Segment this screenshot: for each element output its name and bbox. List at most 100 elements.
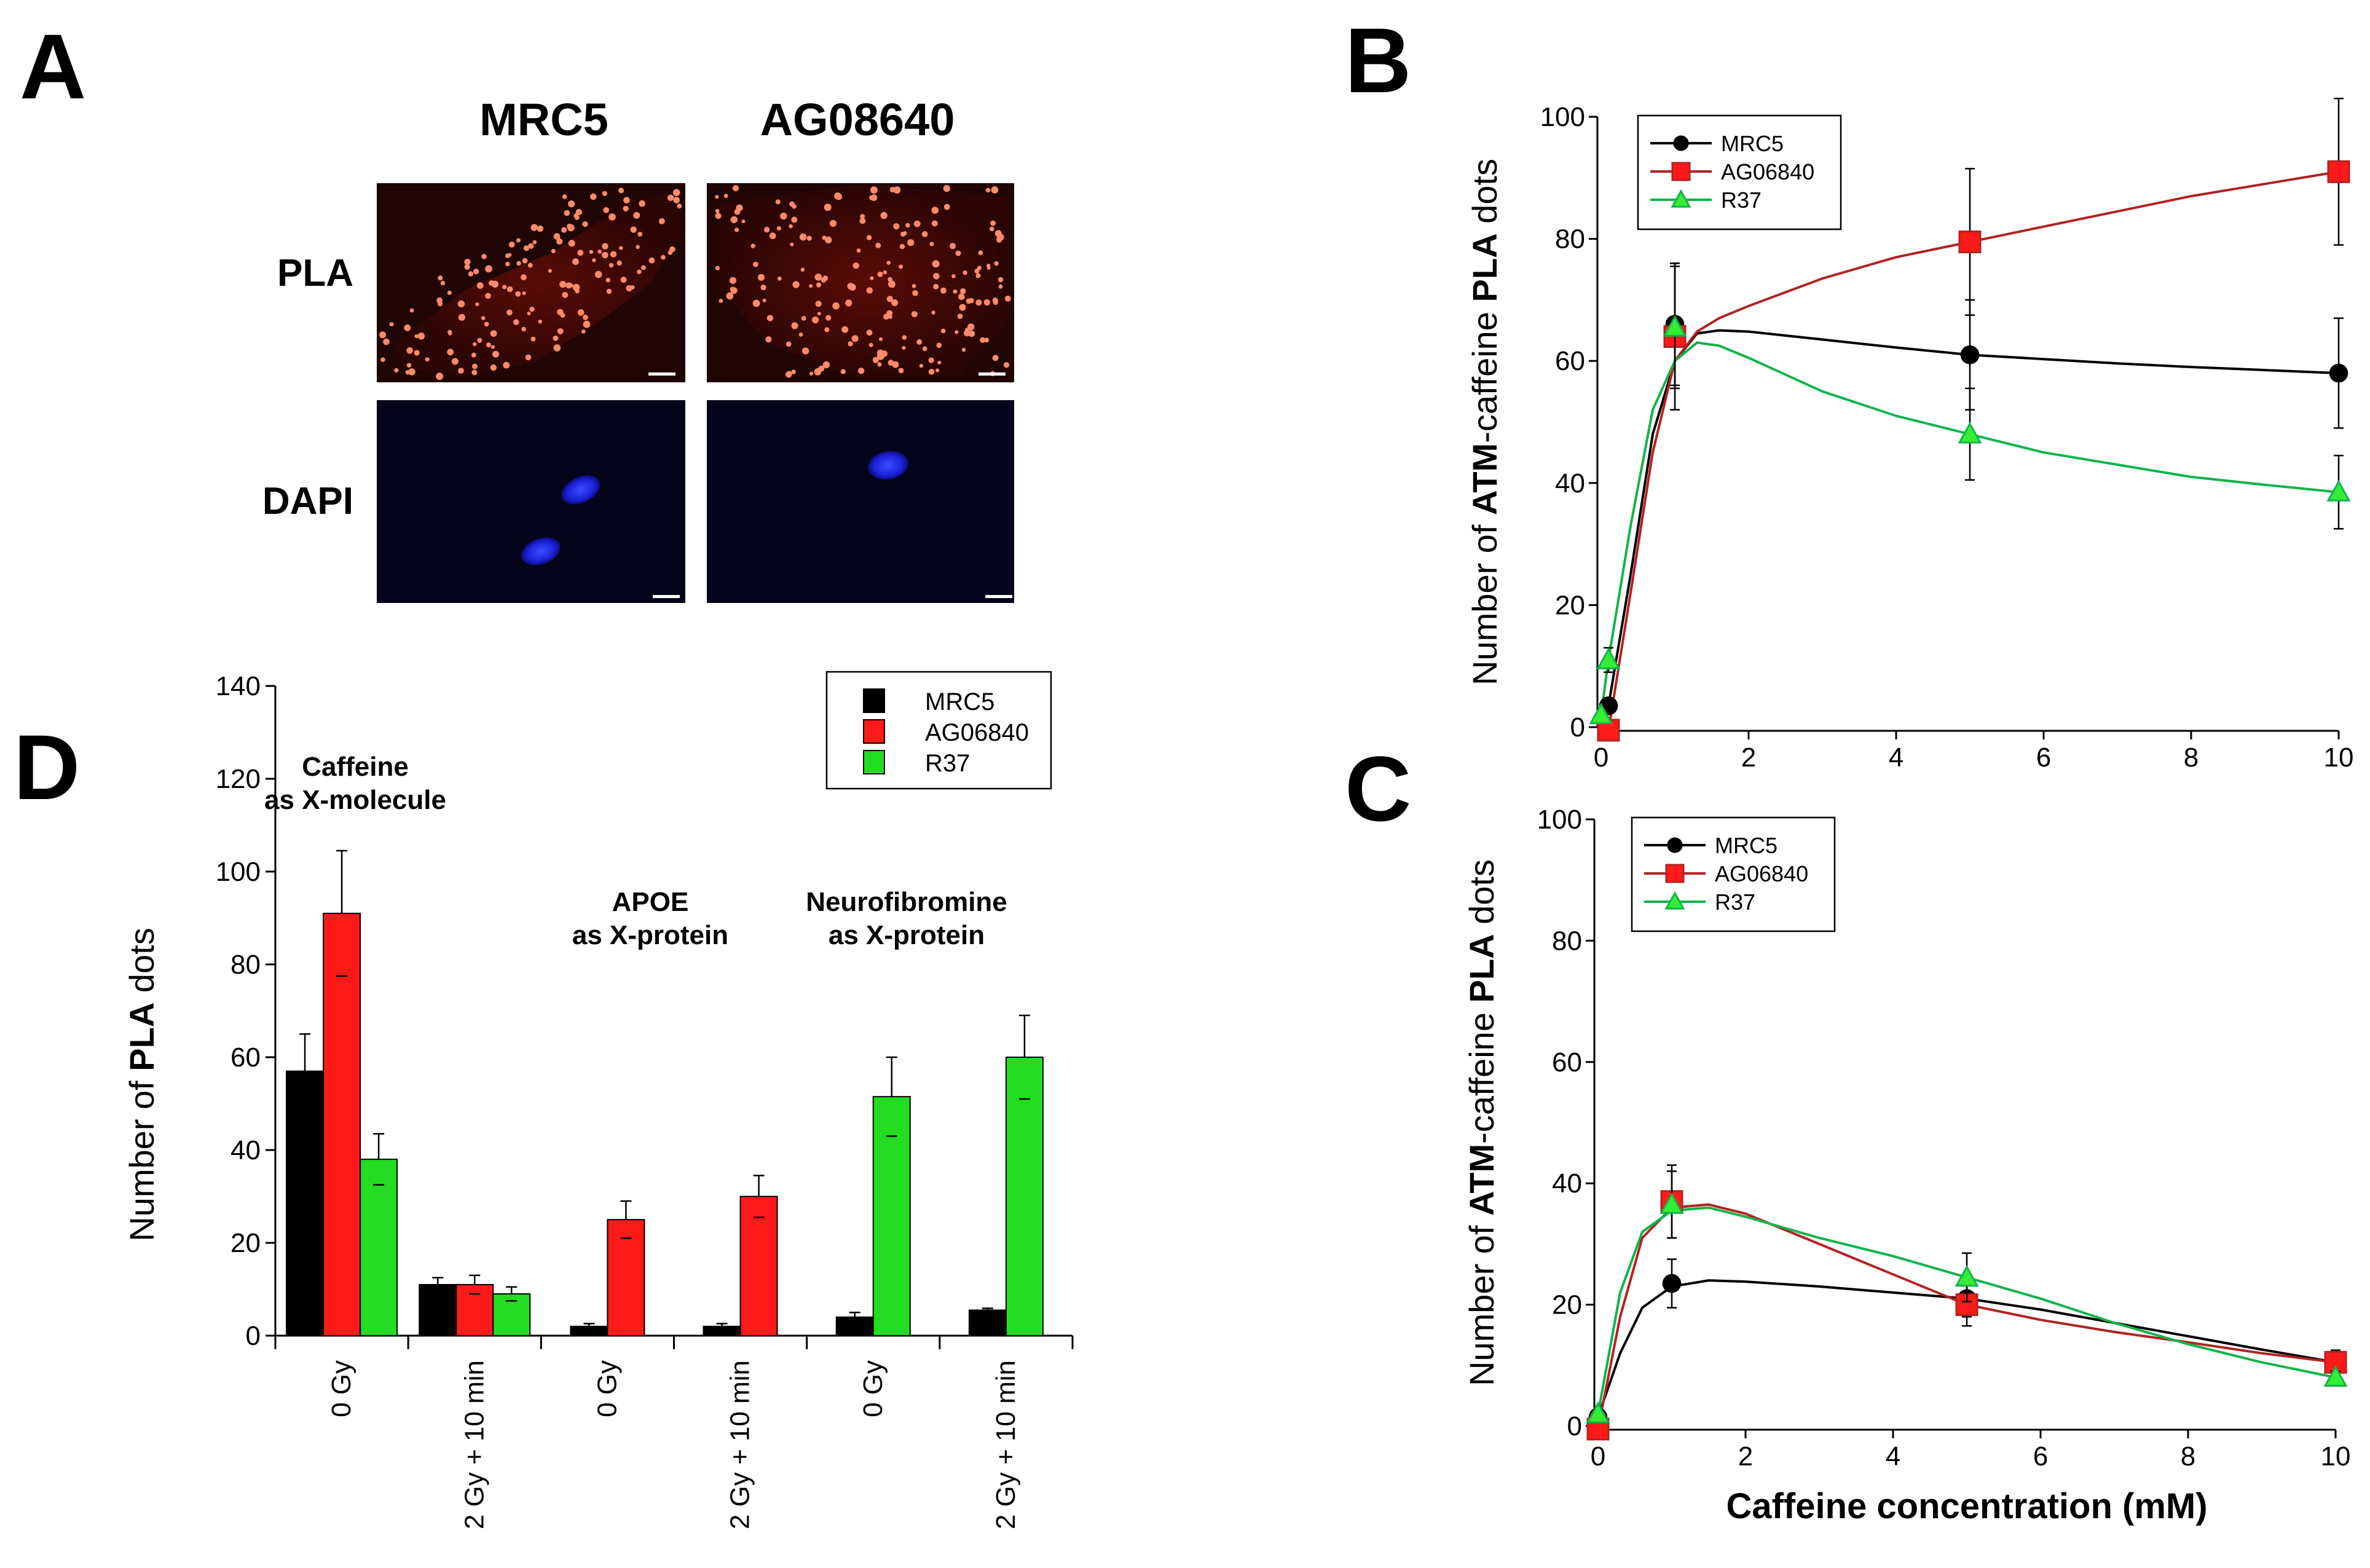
pla-dot	[798, 333, 803, 337]
pla-dot	[553, 344, 561, 352]
group-label: as X-molecule	[264, 785, 446, 815]
y-tick-label: 100	[1537, 805, 1582, 835]
pla-dot	[809, 284, 813, 288]
legend-swatch	[863, 688, 885, 713]
pla-dot	[505, 261, 510, 267]
pla-dot	[383, 338, 390, 345]
pla-dot	[766, 315, 774, 321]
pla-dot	[564, 210, 570, 216]
pla-dot	[648, 257, 655, 264]
pla-dot	[931, 207, 939, 214]
pla-dot	[764, 227, 770, 233]
pla-dot	[473, 342, 477, 347]
pla-dot	[715, 266, 720, 270]
pla-dot	[582, 221, 588, 227]
pla-dot	[485, 293, 491, 299]
group-label: Caffeine	[302, 752, 409, 782]
pla-dot	[780, 212, 787, 220]
pla-dot	[933, 273, 940, 280]
pla-dot	[527, 262, 533, 268]
legend-marker	[1664, 891, 1685, 910]
pla-dot	[911, 284, 916, 288]
pla-dot	[905, 223, 910, 228]
pla-dot	[502, 285, 507, 290]
y-axis-label: Number of PLA dots	[122, 928, 161, 1241]
data-point-r37	[1958, 422, 1982, 444]
pla-dot	[548, 269, 552, 273]
pla-dot	[975, 301, 980, 305]
pla-dot	[658, 218, 665, 224]
pla-dot	[870, 276, 874, 280]
micrograph-dapi-ag08640	[707, 400, 1014, 603]
pla-dot	[907, 239, 915, 246]
x-category-label: 2 Gy + 10 min	[459, 1360, 489, 1529]
pla-dot	[592, 258, 596, 262]
pla-dot	[506, 286, 513, 293]
pla-dot	[955, 250, 961, 256]
pla-dot	[852, 262, 859, 269]
pla-dot	[414, 350, 420, 356]
pla-dot	[553, 336, 559, 341]
series-line-mrc5	[1607, 329, 2339, 706]
pla-dot	[475, 302, 479, 307]
y-tick-label: 80	[1555, 224, 1585, 254]
pla-dot	[791, 369, 796, 374]
pla-dot	[876, 349, 884, 357]
pla-dot	[515, 291, 521, 297]
pla-dot	[405, 370, 411, 375]
pla-dot	[791, 322, 798, 329]
data-point-ag06840	[1958, 230, 1982, 254]
pla-dot	[983, 299, 991, 306]
pla-dot	[409, 308, 414, 313]
pla-dot	[603, 207, 609, 213]
pla-dot	[440, 280, 446, 286]
pla-dot	[990, 220, 996, 226]
legend-swatch	[863, 719, 885, 744]
y-tick-label: 60	[1552, 1047, 1582, 1078]
pla-dot	[572, 258, 579, 266]
bar-mrc5	[703, 1325, 741, 1336]
micrograph-pla-ag08640	[707, 183, 1014, 382]
bar-mrc5	[570, 1325, 608, 1336]
pla-dot	[490, 364, 497, 371]
micrograph-dapi-mrc5	[377, 400, 685, 603]
pla-dot	[572, 283, 580, 291]
pla-dot	[975, 273, 981, 278]
pla-dot	[594, 270, 602, 278]
bar-mrc5	[835, 1316, 874, 1337]
x-tick-label: 6	[2036, 743, 2051, 773]
legend-marker	[1671, 189, 1691, 208]
pla-dot	[967, 323, 975, 331]
pla-dot	[791, 216, 798, 223]
pla-dot	[825, 315, 832, 321]
pla-dot	[801, 347, 809, 355]
pla-dot	[822, 361, 830, 369]
pla-dot	[472, 363, 478, 369]
pla-dot	[893, 223, 900, 230]
pla-dot	[481, 316, 486, 320]
pla-dot	[1003, 362, 1010, 368]
pla-dot	[825, 236, 832, 243]
pla-dot	[447, 290, 452, 295]
pla-dot	[477, 337, 482, 343]
group-label: Neurofibromine	[806, 887, 1007, 917]
pla-dot	[809, 371, 814, 376]
panel-a: A MRC5 AG08640 PLA DAPI	[20, 15, 1014, 603]
pla-dot	[765, 336, 772, 343]
pla-dot	[471, 369, 478, 376]
pla-dot	[553, 233, 561, 240]
pla-dot	[620, 277, 627, 283]
pla-dot	[879, 337, 883, 341]
pla-dot	[792, 281, 800, 288]
pla-dot	[866, 287, 873, 294]
pla-dot	[529, 307, 535, 312]
y-tick-label: 120	[216, 764, 261, 794]
pla-dot	[753, 261, 758, 267]
legend-label: MRC5	[1715, 833, 1778, 858]
pla-dot	[974, 269, 980, 274]
series-line-r37	[1597, 1206, 2336, 1414]
pla-dot	[969, 297, 974, 304]
legend-label: R37	[1715, 889, 1755, 915]
pla-dot	[602, 251, 608, 259]
legend-label: R37	[1721, 187, 1762, 213]
